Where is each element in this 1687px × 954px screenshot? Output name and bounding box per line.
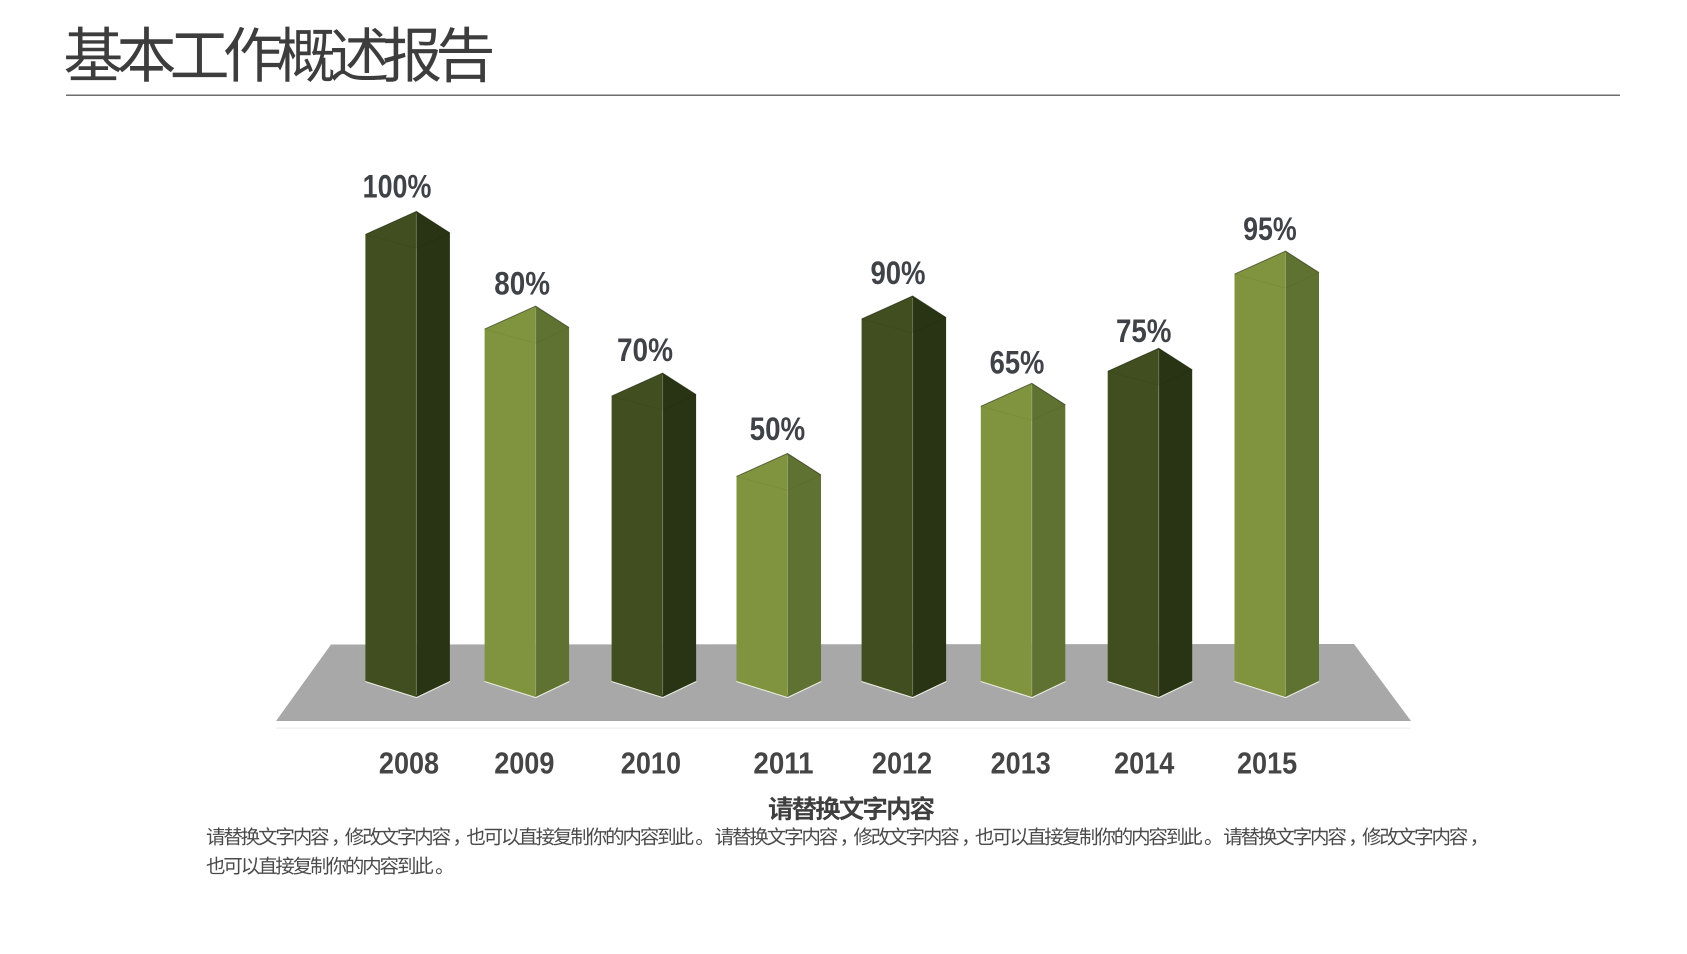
svg-text:2014: 2014	[1114, 747, 1174, 781]
svg-text:100%: 100%	[363, 169, 432, 205]
svg-text:75%: 75%	[1116, 313, 1172, 349]
svg-text:2010: 2010	[621, 747, 681, 781]
svg-text:70%: 70%	[617, 332, 673, 368]
svg-text:2011: 2011	[753, 747, 813, 781]
svg-text:2012: 2012	[872, 747, 932, 781]
svg-text:65%: 65%	[990, 344, 1045, 380]
svg-text:80%: 80%	[494, 265, 550, 301]
svg-text:2009: 2009	[494, 747, 554, 781]
svg-text:95%: 95%	[1243, 211, 1297, 247]
svg-text:2015: 2015	[1237, 747, 1297, 781]
svg-text:2013: 2013	[991, 747, 1051, 781]
svg-text:90%: 90%	[870, 255, 925, 291]
svg-text:2008: 2008	[379, 747, 439, 781]
svg-text:50%: 50%	[750, 411, 806, 447]
